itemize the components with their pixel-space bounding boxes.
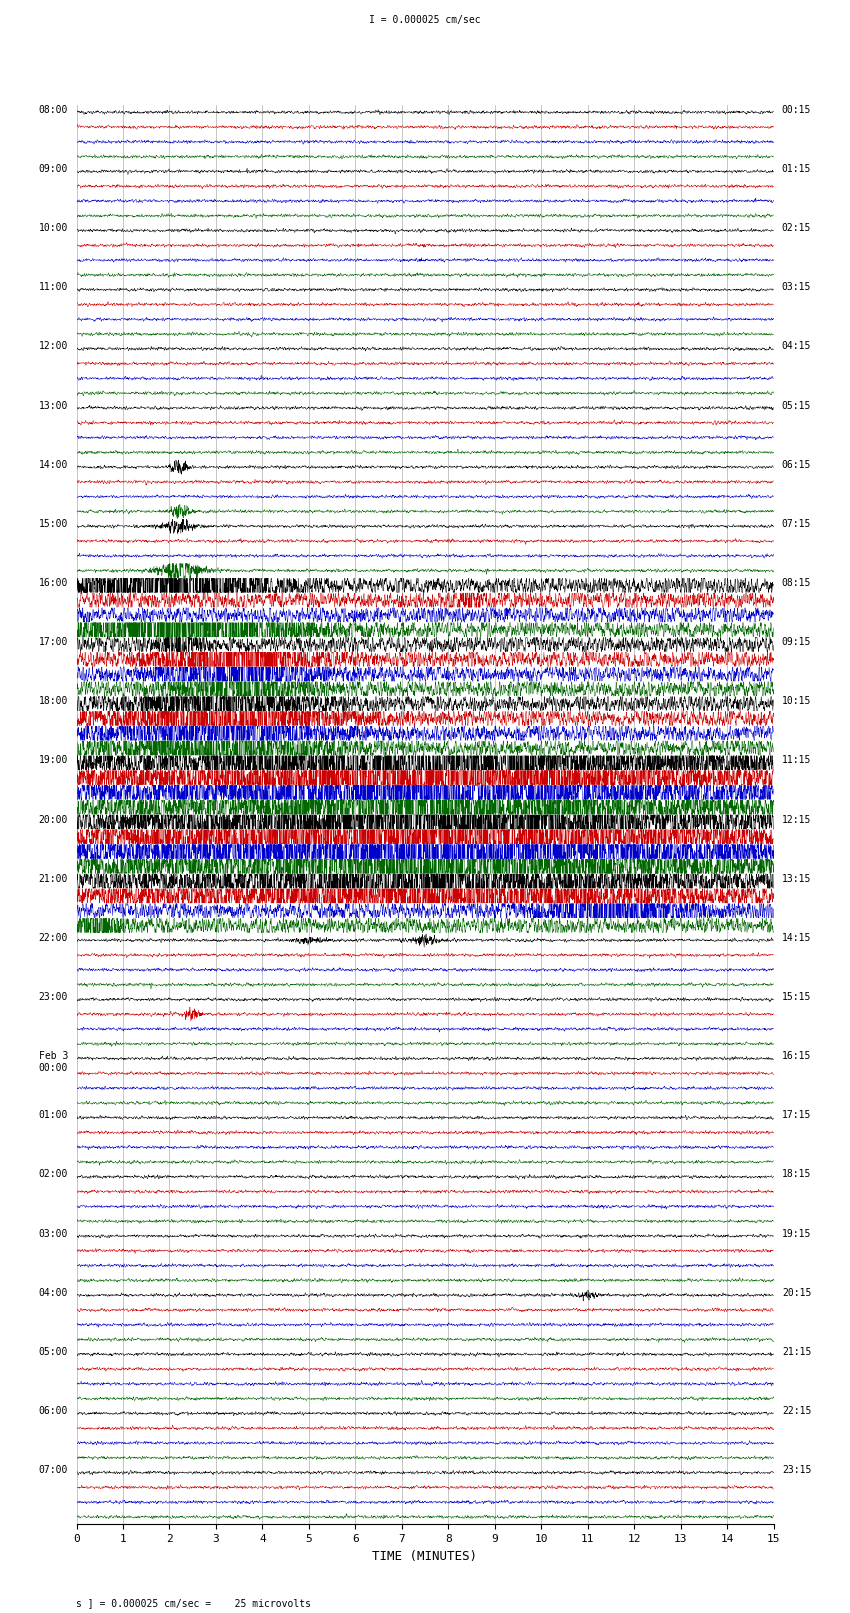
Text: 17:15: 17:15 — [782, 1110, 811, 1121]
Text: 14:15: 14:15 — [782, 932, 811, 944]
Text: 12:00: 12:00 — [39, 342, 68, 352]
X-axis label: TIME (MINUTES): TIME (MINUTES) — [372, 1550, 478, 1563]
Text: 09:00: 09:00 — [39, 165, 68, 174]
Text: 07:15: 07:15 — [782, 519, 811, 529]
Text: 03:15: 03:15 — [782, 282, 811, 292]
Text: 19:15: 19:15 — [782, 1229, 811, 1239]
Text: 13:15: 13:15 — [782, 874, 811, 884]
Text: 15:00: 15:00 — [39, 519, 68, 529]
Text: 07:00: 07:00 — [39, 1465, 68, 1476]
Text: 22:00: 22:00 — [39, 932, 68, 944]
Text: 01:15: 01:15 — [782, 165, 811, 174]
Text: 10:15: 10:15 — [782, 697, 811, 706]
Text: Feb 3
00:00: Feb 3 00:00 — [39, 1052, 68, 1073]
Text: 04:00: 04:00 — [39, 1287, 68, 1298]
Text: 02:15: 02:15 — [782, 223, 811, 234]
Text: 08:15: 08:15 — [782, 577, 811, 589]
Text: 21:00: 21:00 — [39, 874, 68, 884]
Text: 22:15: 22:15 — [782, 1407, 811, 1416]
Text: 20:00: 20:00 — [39, 815, 68, 824]
Text: 18:00: 18:00 — [39, 697, 68, 706]
Text: 20:15: 20:15 — [782, 1287, 811, 1298]
Text: 17:00: 17:00 — [39, 637, 68, 647]
Text: 00:15: 00:15 — [782, 105, 811, 115]
Text: 23:00: 23:00 — [39, 992, 68, 1002]
Text: 06:15: 06:15 — [782, 460, 811, 469]
Text: I = 0.000025 cm/sec: I = 0.000025 cm/sec — [369, 15, 481, 24]
Text: 01:00: 01:00 — [39, 1110, 68, 1121]
Text: 06:00: 06:00 — [39, 1407, 68, 1416]
Text: 08:00: 08:00 — [39, 105, 68, 115]
Text: 10:00: 10:00 — [39, 223, 68, 234]
Text: s ] = 0.000025 cm/sec =    25 microvolts: s ] = 0.000025 cm/sec = 25 microvolts — [76, 1598, 311, 1608]
Text: 03:00: 03:00 — [39, 1229, 68, 1239]
Text: 02:00: 02:00 — [39, 1169, 68, 1179]
Text: 23:15: 23:15 — [782, 1465, 811, 1476]
Text: 21:15: 21:15 — [782, 1347, 811, 1357]
Text: 16:15: 16:15 — [782, 1052, 811, 1061]
Text: 13:00: 13:00 — [39, 400, 68, 411]
Text: 11:15: 11:15 — [782, 755, 811, 766]
Text: 11:00: 11:00 — [39, 282, 68, 292]
Text: 05:00: 05:00 — [39, 1347, 68, 1357]
Text: 19:00: 19:00 — [39, 755, 68, 766]
Text: 05:15: 05:15 — [782, 400, 811, 411]
Text: 14:00: 14:00 — [39, 460, 68, 469]
Text: 18:15: 18:15 — [782, 1169, 811, 1179]
Text: 15:15: 15:15 — [782, 992, 811, 1002]
Text: 16:00: 16:00 — [39, 577, 68, 589]
Text: 04:15: 04:15 — [782, 342, 811, 352]
Text: 09:15: 09:15 — [782, 637, 811, 647]
Text: 12:15: 12:15 — [782, 815, 811, 824]
